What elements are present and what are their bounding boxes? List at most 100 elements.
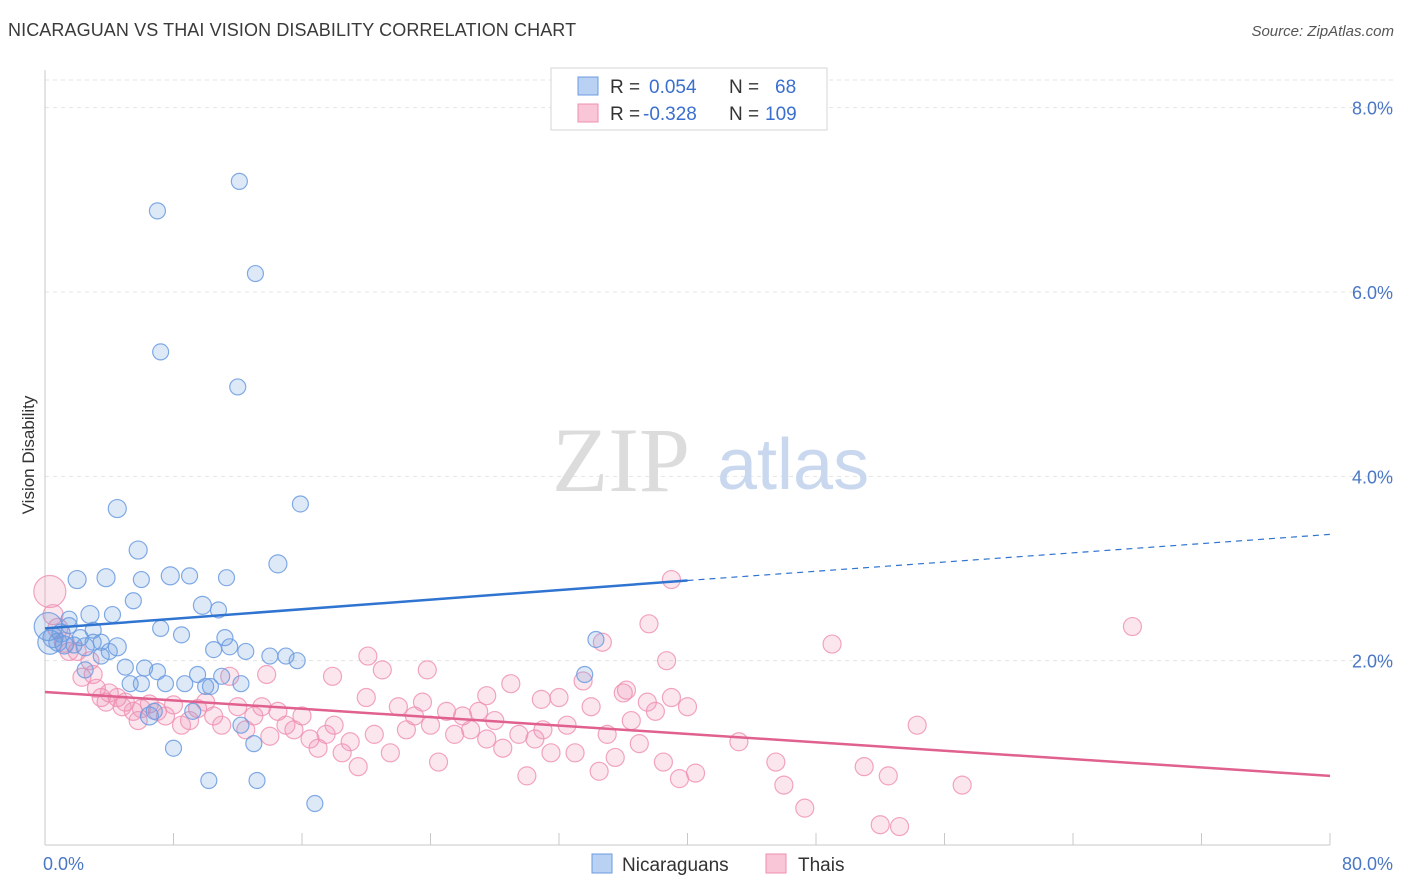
nicaraguan-point-59 [232, 675, 250, 693]
nicaraguan-point-42 [192, 595, 213, 615]
y-tick-label-3: 8.0% [1352, 99, 1393, 119]
thai-point-87 [685, 763, 706, 783]
nicaraguan-point-40 [184, 702, 202, 720]
gridlines [45, 79, 1393, 662]
nicaraguan-point-68 [576, 665, 594, 684]
thai-point-34 [260, 726, 280, 746]
legend-r-label-2: R = [610, 104, 645, 125]
nicaraguan-point-43 [197, 677, 215, 696]
thai-point-63 [493, 738, 513, 758]
thai-point-59 [461, 720, 481, 740]
nicaraguan-point-62 [230, 172, 248, 190]
thai-point-69 [541, 743, 561, 763]
thai-point-72 [565, 743, 585, 763]
legend-swatch-nicaraguans [577, 76, 599, 96]
thai-point-53 [412, 692, 433, 712]
thai-point-78 [613, 683, 633, 703]
thai-point-45 [348, 757, 368, 777]
legend-r-value-1: 0.054 [649, 77, 697, 98]
thai-point-73 [573, 671, 593, 691]
nicaraguan-point-37 [172, 626, 191, 644]
thai-point-17 [128, 710, 148, 731]
nicaraguan-point-5 [54, 635, 74, 655]
thai-point-110 [1122, 616, 1143, 637]
nicaraguan-point-57 [268, 554, 288, 574]
thai-point-74 [581, 697, 601, 717]
nicaraguan-point-52 [232, 716, 250, 734]
thai-point-21 [155, 706, 176, 726]
nicaraguan-point-47 [213, 667, 231, 685]
thai-point-61 [477, 729, 497, 749]
nicaraguans-trend-line [44, 579, 688, 630]
thai-point-44 [340, 732, 360, 752]
nicaraguan-point-35 [132, 675, 150, 693]
legend-swatch-thais [577, 103, 599, 123]
thai-point-90 [358, 646, 378, 666]
nicaraguan-point-27 [132, 570, 150, 589]
thai-point-49 [380, 743, 400, 763]
thai-point-38 [292, 706, 312, 726]
nicaraguan-point-65 [200, 771, 218, 790]
thai-point-66 [517, 766, 537, 786]
thai-point-100 [766, 752, 786, 772]
nicaraguan-point-60 [152, 343, 170, 361]
nicaraguan-point-23 [116, 658, 134, 676]
thai-point-77 [605, 747, 625, 768]
nicaraguan-point-64 [291, 495, 309, 513]
thai-point-64 [501, 674, 521, 694]
nicaraguan-point-66 [306, 794, 324, 813]
nicaraguan-point-8 [60, 610, 78, 628]
thai-point-65 [509, 724, 529, 744]
bottom-legend: Nicaraguans Thais [591, 853, 844, 876]
y-axis-label: Vision Disability [19, 395, 38, 514]
nicaraguan-point-34 [160, 566, 180, 586]
legend-r-value-2: -0.328 [643, 104, 697, 125]
legend-n-value-1: 68 [775, 77, 796, 98]
nicaraguan-point-11 [71, 629, 89, 647]
nicaraguan-point-36 [164, 739, 183, 757]
nicaraguan-point-20 [103, 605, 122, 624]
nicaraguan-point-21 [107, 637, 127, 657]
thai-point-82 [645, 701, 665, 721]
thai-point-30 [228, 697, 248, 717]
legend-n-value-2: 109 [765, 104, 797, 125]
nicaraguan-point-58 [277, 647, 295, 665]
legend: R = 0.054 N = 68 R = -0.328 N = 109 [550, 67, 828, 131]
thai-point-75 [589, 761, 609, 781]
thai-point-79 [621, 710, 641, 731]
thai-point-48 [372, 660, 392, 680]
nicaraguan-point-41 [188, 665, 207, 684]
thai-point-22 [163, 695, 184, 715]
watermark-atlas: atlas [717, 425, 869, 505]
nicaraguan-point-9 [67, 569, 87, 590]
y-tick-label-0: 2.0% [1352, 652, 1393, 672]
thai-point-0 [33, 574, 67, 609]
nicaraguan-point-17 [96, 568, 116, 588]
chart-title: NICARAGUAN VS THAI VISION DISABILITY COR… [8, 20, 577, 40]
nicaraguan-point-26 [128, 540, 148, 560]
thai-point-97 [657, 651, 677, 671]
thai-point-107 [878, 766, 898, 786]
nicaraguan-point-55 [248, 771, 266, 790]
thai-point-28 [212, 715, 232, 735]
nicaraguan-point-49 [217, 569, 236, 587]
nicaraguan-point-53 [237, 642, 255, 661]
nicaraguan-point-69 [288, 652, 306, 670]
nicaraguan-point-29 [139, 706, 160, 726]
thai-point-46 [356, 687, 376, 708]
nicaraguan-point-39 [180, 567, 199, 585]
thai-point-54 [420, 715, 441, 735]
legend-n-label-1: N = [729, 77, 764, 98]
legend-r-label-1: R = [610, 77, 645, 98]
y-tick-label-2: 6.0% [1352, 283, 1393, 303]
source-label: Source: ZipAtlas.com [1251, 23, 1394, 40]
thai-point-108 [907, 715, 927, 735]
thai-point-88 [257, 664, 277, 685]
nicaraguan-point-48 [216, 629, 234, 647]
thai-point-104 [854, 757, 874, 777]
nicaraguan-point-30 [145, 702, 163, 720]
thai-point-92 [477, 686, 497, 706]
nicaraguan-point-54 [245, 735, 263, 753]
